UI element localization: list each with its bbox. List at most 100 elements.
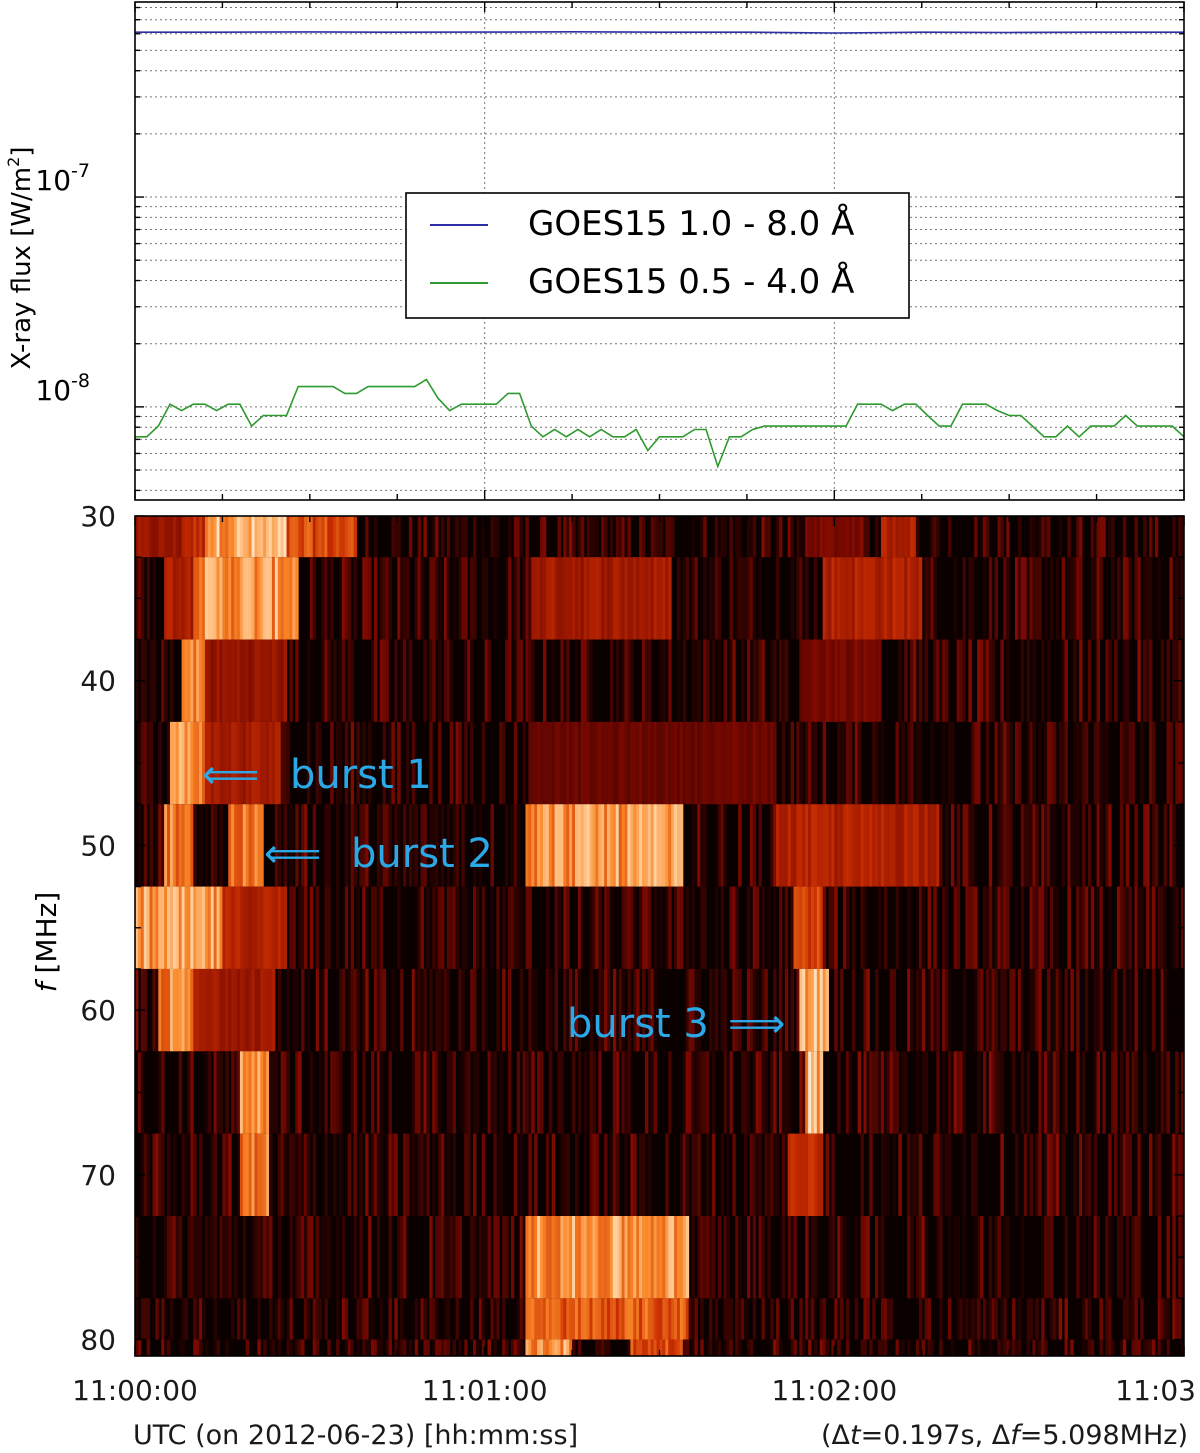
spectrogram-cell xyxy=(330,721,334,805)
spectrogram-cell xyxy=(234,557,238,640)
spectrogram-cell xyxy=(347,516,352,558)
spectrogram-cell xyxy=(589,1298,593,1340)
spectrogram-cell xyxy=(455,721,459,805)
spectrogram-cell xyxy=(263,557,267,640)
spectrogram-cell xyxy=(793,1339,797,1356)
spectrogram-cell xyxy=(659,1216,663,1299)
spectrogram-cell xyxy=(647,1298,652,1340)
spectrogram-cell xyxy=(1143,804,1147,887)
spectrogram-cell xyxy=(607,968,611,1052)
spectrogram-cell xyxy=(883,886,888,969)
spectrogram-cell xyxy=(298,516,302,558)
spectrogram-cell xyxy=(464,1339,468,1356)
spectrogram-cell xyxy=(373,886,378,969)
spectrogram-cell xyxy=(426,1051,430,1134)
spectrogram-cell xyxy=(152,1216,156,1299)
spectrogram-cell xyxy=(164,804,168,887)
spectrogram-cell xyxy=(1003,721,1007,805)
spectrogram-cell xyxy=(799,557,803,640)
spectrogram-cell xyxy=(199,1216,203,1299)
spectrogram-cell xyxy=(776,804,780,887)
spectrogram-cell xyxy=(239,804,244,887)
spectrogram-cell xyxy=(202,557,206,640)
spectrogram-cell xyxy=(1128,1133,1133,1216)
spectrogram-cell xyxy=(913,1133,917,1216)
spectrogram-cell xyxy=(811,804,815,887)
spectrogram-cell xyxy=(563,639,567,722)
spectrogram-cell xyxy=(813,804,818,887)
spectrogram-cell xyxy=(178,886,183,969)
spectrogram-cell xyxy=(845,1339,850,1356)
spectrogram-cell xyxy=(1151,1339,1156,1356)
spectrogram-cell xyxy=(758,557,762,640)
spectrogram-cell xyxy=(193,721,197,805)
spectrogram-cell xyxy=(184,968,188,1052)
spectrogram-cell xyxy=(1076,804,1080,887)
spectrogram-cell xyxy=(493,1298,497,1340)
spectrogram-cell xyxy=(907,1216,911,1299)
spectrogram-cell xyxy=(394,516,398,558)
spectrogram-cell xyxy=(671,721,675,805)
spectrogram-cell xyxy=(531,804,535,887)
spectrogram-cell xyxy=(921,886,926,969)
spectrogram-cell xyxy=(1023,557,1028,640)
spectrogram-cell xyxy=(438,639,442,722)
spectrogram-cell xyxy=(528,804,532,887)
spectrogram-cell xyxy=(784,1133,789,1216)
spectrogram-cell xyxy=(930,557,934,640)
spectrogram-cell xyxy=(143,1298,148,1340)
spectrogram-cell xyxy=(417,1051,422,1134)
spectrogram-cell xyxy=(1154,516,1159,558)
spectrogram-cell xyxy=(875,1216,879,1299)
spectrogram-cell xyxy=(1175,1051,1179,1134)
spectrogram-cell xyxy=(910,1133,914,1216)
spectrogram-cell xyxy=(333,516,337,558)
spectrogram-cell xyxy=(236,1298,241,1340)
spectrogram-cell xyxy=(155,968,159,1052)
spectrogram-cell xyxy=(542,804,547,887)
spectrogram-cell xyxy=(551,1216,556,1299)
spectrogram-cell xyxy=(816,804,821,887)
spectrogram-cell xyxy=(1166,1051,1170,1134)
spectrogram-cell xyxy=(904,804,908,887)
spectrogram-cell xyxy=(548,1051,553,1134)
spectrogram-cell xyxy=(135,516,139,558)
spectrogram-cell xyxy=(1032,557,1036,640)
spectrogram-cell xyxy=(464,1051,468,1134)
spectrogram-cell xyxy=(516,804,521,887)
spectrogram-cell xyxy=(1029,804,1033,887)
spectrogram-cell xyxy=(723,804,728,887)
spectrogram-cell xyxy=(254,557,258,640)
spectrogram-cell xyxy=(665,804,669,887)
spectrogram-cell xyxy=(930,804,934,887)
spectrogram-cell xyxy=(149,721,153,805)
spectrogram-cell xyxy=(341,557,346,640)
spectrogram-cell xyxy=(656,516,660,558)
spectrogram-cell xyxy=(880,557,885,640)
spectrogram-cell xyxy=(219,516,223,558)
time-tick-label: 11:00:00 xyxy=(72,1374,198,1407)
spectrogram-cell xyxy=(822,639,827,722)
spectrogram-cell xyxy=(819,968,824,1052)
spectrogram-cell xyxy=(1149,516,1153,558)
spectrogram-cell xyxy=(633,557,637,640)
spectrogram-cell xyxy=(475,1339,480,1356)
spectrogram-cell xyxy=(828,639,832,722)
spectrogram-cell xyxy=(213,804,218,887)
spectrogram-cell xyxy=(598,804,602,887)
spectrogram-cell xyxy=(528,721,532,805)
spectrogram-cell xyxy=(1070,557,1074,640)
spectrogram-cell xyxy=(274,639,279,722)
spectrogram-cell xyxy=(977,1339,981,1356)
spectrogram-cell xyxy=(653,1216,658,1299)
spectrogram-cell xyxy=(222,557,226,640)
spectrogram-cell xyxy=(965,886,969,969)
spectrogram-cell xyxy=(656,1339,660,1356)
spectrogram-cell xyxy=(1131,1051,1135,1134)
spectrogram-cell xyxy=(440,886,445,969)
spectrogram-cell xyxy=(548,721,553,805)
spectrogram-cell xyxy=(519,968,524,1052)
spectrogram-cell xyxy=(234,721,238,805)
spectrogram-cell xyxy=(470,1298,474,1340)
